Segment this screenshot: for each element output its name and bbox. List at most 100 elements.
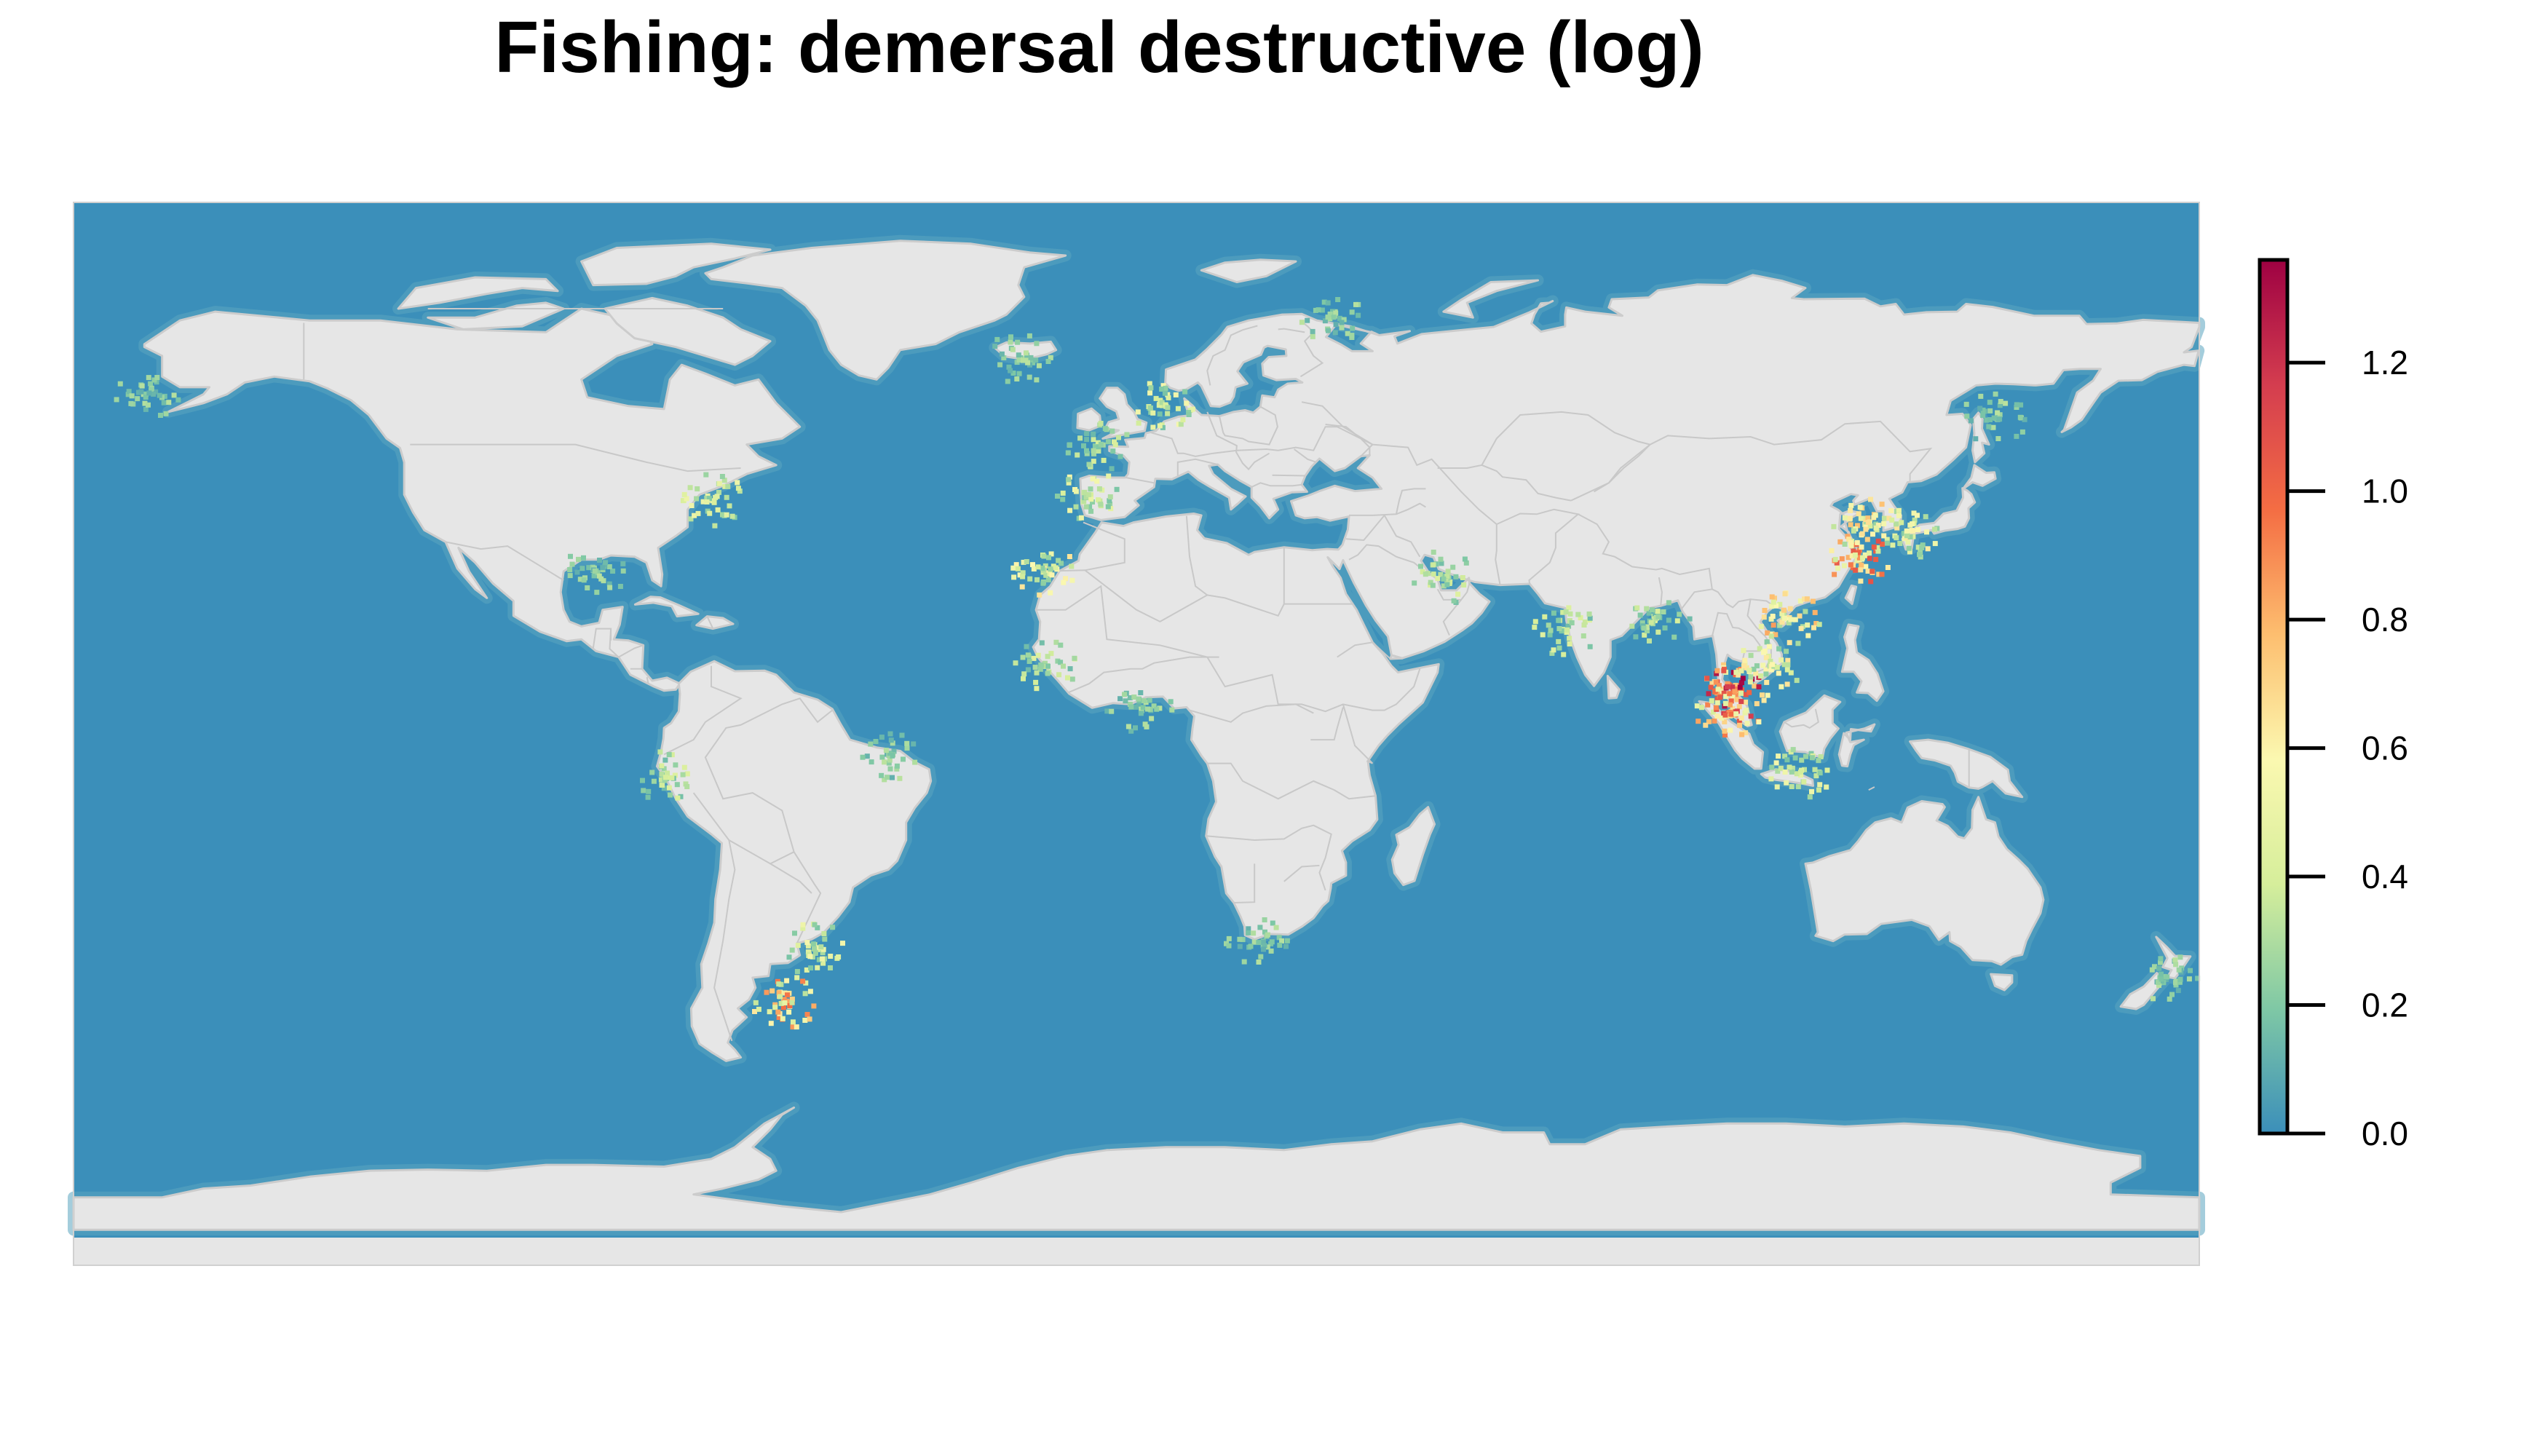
hotspot-cell <box>1072 655 1077 661</box>
hotspot-east-china-sea <box>1829 531 1891 585</box>
hotspot-cell <box>1845 555 1851 561</box>
hotspot-cell <box>805 949 811 955</box>
hotspot-cell <box>1084 437 1090 443</box>
border-line <box>1189 703 1314 723</box>
hotspot-cell <box>1785 657 1791 663</box>
hotspot-cell <box>581 577 587 583</box>
hotspot-cell <box>1920 542 1926 548</box>
hotspot-cell <box>1423 571 1428 577</box>
hotspot-cell <box>1098 502 1104 507</box>
hotspot-cell <box>1896 507 1902 513</box>
land-greenland <box>704 240 1067 381</box>
hotspot-cell <box>1325 314 1331 320</box>
hotspot-yellow-sea <box>1831 496 1900 550</box>
hotspot-cell <box>1133 725 1138 731</box>
hotspot-cell <box>1165 405 1171 411</box>
hotspot-malacca-strait <box>1694 684 1762 738</box>
hotspot-cell <box>1722 712 1728 718</box>
hotspot-cell <box>1807 794 1813 800</box>
hotspot-cell <box>1782 615 1787 621</box>
hotspot-cell <box>821 931 827 936</box>
hotspot-cell <box>1035 564 1041 570</box>
hotspot-cell <box>1444 582 1450 587</box>
hotspot-cell <box>1863 563 1869 569</box>
hotspot-cell <box>864 753 870 759</box>
hotspot-cell <box>1764 679 1770 685</box>
hotspot-cell <box>1781 662 1787 668</box>
hotspot-cell <box>1462 556 1468 562</box>
hotspot-cell <box>1842 515 1848 521</box>
hotspot-cell <box>1732 689 1738 695</box>
hotspot-cell <box>1722 700 1728 706</box>
hotspot-cell <box>1310 333 1315 339</box>
hotspot-cell <box>1987 408 1993 414</box>
hotspot-cell <box>1092 443 1098 448</box>
hotspot-cell <box>1804 596 1810 602</box>
hotspot-cell <box>1743 700 1749 705</box>
hotspot-cell <box>899 732 905 738</box>
hotspot-cell <box>1799 757 1805 763</box>
hotspot-cell <box>1865 520 1871 526</box>
hotspot-cell <box>1774 784 1780 790</box>
hotspot-cell <box>1059 561 1064 566</box>
border-line <box>1151 426 1374 457</box>
hotspot-cell <box>1748 674 1754 680</box>
hotspot-cell <box>1738 715 1744 721</box>
hotspot-cell <box>1015 566 1021 571</box>
hotspot-cell <box>1818 754 1824 759</box>
hotspot-cell <box>787 1003 793 1008</box>
hotspot-cell <box>994 336 1000 342</box>
hotspot-cell <box>586 565 592 571</box>
hotspot-cell <box>1339 325 1345 331</box>
hotspot-cell <box>868 741 874 747</box>
hotspot-cell <box>704 495 710 501</box>
hotspot-cell <box>1065 675 1070 681</box>
hotspot-cell <box>1805 622 1811 628</box>
hotspot-peru-coast <box>640 749 690 801</box>
hotspot-cell <box>688 516 694 522</box>
hotspot-cell <box>128 400 134 406</box>
hotspot-cell <box>1005 379 1010 384</box>
hotspot-cell <box>1856 550 1861 555</box>
hotspot-cell <box>790 1024 796 1030</box>
hotspot-cell <box>1186 412 1192 417</box>
hotspot-cell <box>873 739 879 744</box>
hotspot-cell <box>767 1009 772 1015</box>
hotspot-cell <box>684 496 689 502</box>
hotspot-cell <box>1087 504 1093 510</box>
hotspot-cell <box>659 782 665 788</box>
hotspot-cell <box>1997 416 2003 422</box>
hotspot-cell <box>1246 930 1251 935</box>
hotspot-cell <box>1648 620 1654 625</box>
hotspot-cell <box>1032 665 1038 670</box>
hotspot-cell <box>1879 571 1885 577</box>
hotspot-cell <box>1743 692 1749 697</box>
hotspot-cell <box>1010 565 1016 571</box>
hotspot-cell <box>606 564 612 569</box>
hotspot-cell <box>1995 436 2001 441</box>
legend-color-bar <box>2258 258 2290 1136</box>
hotspot-cell <box>2186 976 2192 982</box>
hotspot-cell <box>1776 646 1782 652</box>
hotspot-cell <box>1897 541 1903 546</box>
land-uk <box>1099 387 1148 440</box>
hotspot-cell <box>1455 591 1461 597</box>
hotspot-cell <box>794 1024 799 1030</box>
hotspot-cell <box>803 980 809 986</box>
hotspot-cell <box>1792 617 1798 622</box>
hotspot-south-africa <box>1224 917 1290 965</box>
hotspot-cell <box>1149 716 1155 721</box>
hotspot-cell <box>778 994 783 1000</box>
hotspot-cell <box>114 397 119 403</box>
hotspot-cell <box>1754 663 1760 669</box>
hotspot-cell <box>897 775 903 781</box>
hotspot-gulf-of-guinea <box>1104 690 1175 734</box>
hotspot-cell <box>1077 435 1083 441</box>
hotspot-cell <box>707 496 712 502</box>
hotspot-cell <box>1237 936 1243 942</box>
hotspot-cell <box>1014 376 1020 381</box>
hotspot-cell <box>1728 727 1733 733</box>
hotspot-cell <box>1565 623 1571 629</box>
hotspot-cell <box>904 745 910 751</box>
hotspot-cell <box>1016 371 1022 376</box>
